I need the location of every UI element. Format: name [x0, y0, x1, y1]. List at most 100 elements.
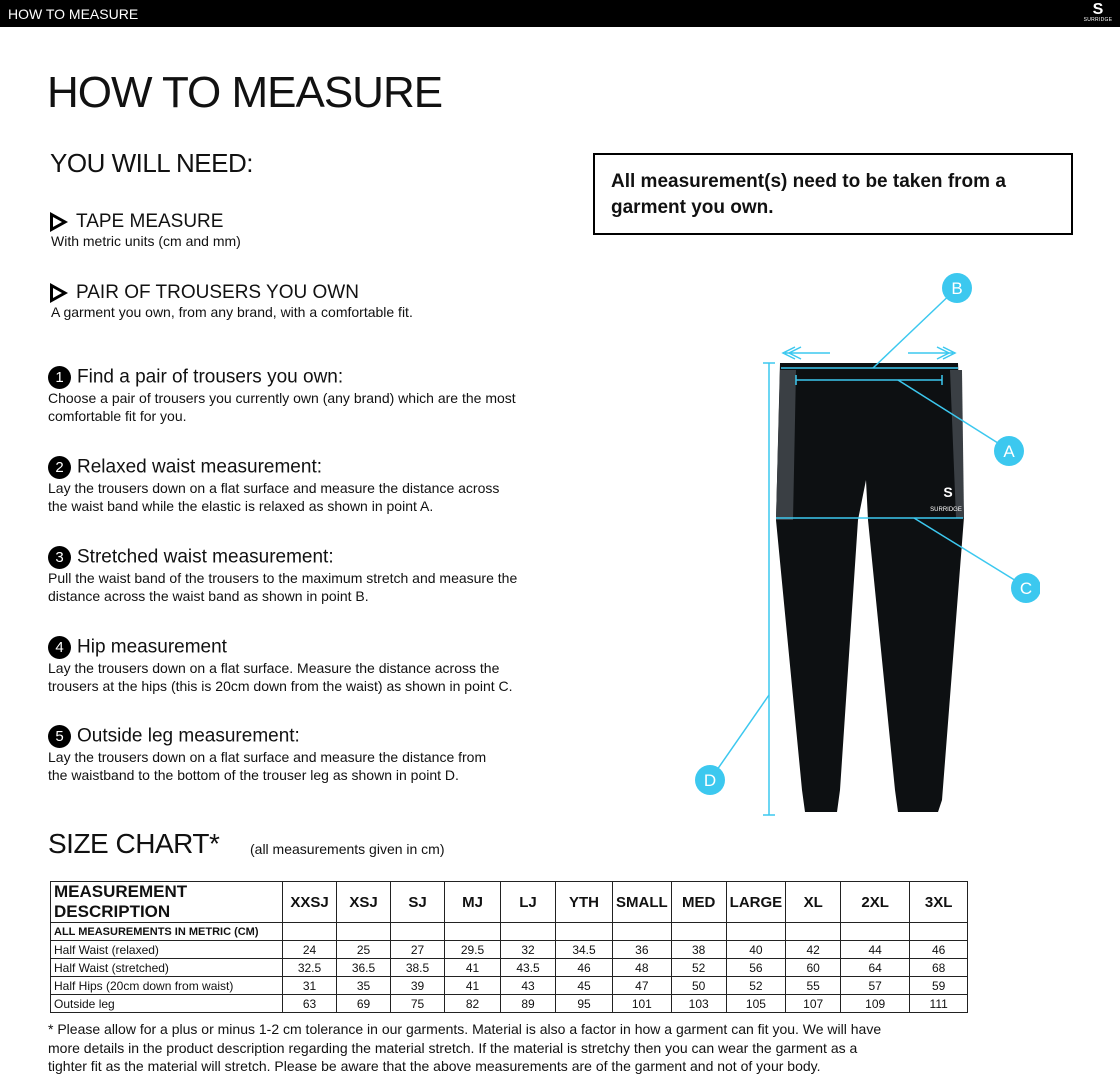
table-cell: 38 [670, 940, 727, 959]
column-header-size: YTH [555, 881, 613, 923]
step-description: the waistband to the bottom of the trous… [48, 767, 459, 783]
step-1: 1 Find a pair of trousers you own: Choose … [48, 366, 548, 425]
table-cell: 95 [555, 994, 613, 1013]
step-number-badge: 4 [48, 636, 71, 659]
table-cell: 24 [282, 940, 337, 959]
step-description: Lay the trousers down on a flat surface.… [48, 660, 500, 676]
table-cell: 111 [909, 994, 969, 1013]
column-header-size: 2XL [840, 881, 911, 923]
column-header-size: MJ [444, 881, 501, 923]
table-cell: 60 [785, 958, 842, 977]
label-a-marker [994, 436, 1024, 466]
step-2: 2 Relaxed waist measurement: Lay the trous… [48, 456, 548, 515]
need-item-subtitle: A garment you own, from any brand, with … [51, 304, 413, 320]
table-cell [444, 922, 501, 941]
table-cell: 56 [725, 958, 787, 977]
step-description: Pull the waist band of the trousers to t… [48, 570, 518, 586]
column-header-size: SJ [390, 881, 445, 923]
column-header-size: XSJ [336, 881, 391, 923]
table-cell: 57 [840, 976, 911, 995]
surridge-logo: S SURRIDGE [1083, 1, 1113, 24]
step-title: Outside leg measurement: [77, 725, 300, 747]
table-cell: 41 [444, 976, 501, 995]
step-description: Choose a pair of trousers you currently … [48, 390, 516, 406]
table-cell [390, 922, 445, 941]
step-number-badge: 2 [48, 456, 71, 479]
size-chart-heading: SIZE CHART* [48, 828, 220, 859]
top-bar: HOW TO MEASURE S SURRIDGE [0, 0, 1120, 27]
table-row: Half Hips (20cm down from waist) 31 35 39 41… [50, 976, 969, 995]
table-cell: 38.5 [390, 958, 445, 977]
table-cell: 101 [612, 994, 672, 1013]
column-header-size: LARGE [725, 881, 787, 923]
step-description: Lay the trousers down on a flat surface … [48, 749, 487, 765]
step-number-badge: 3 [48, 546, 71, 569]
table-cell: 36 [612, 940, 672, 959]
table-cell: 29.5 [444, 940, 501, 959]
table-cell: 39 [390, 976, 445, 995]
row-label: Half Waist (relaxed) [50, 940, 283, 959]
row-label: Half Hips (20cm down from waist) [50, 976, 283, 995]
table-cell: 36.5 [336, 958, 391, 977]
step-description: comfortable fit for you. [48, 408, 187, 424]
step-number-badge: 1 [48, 366, 71, 389]
table-cell: 63 [282, 994, 337, 1013]
table-cell [500, 922, 556, 941]
trousers-image: S SURRIDGE [776, 363, 964, 812]
step-4: 4 Hip measurement Lay the trousers down on… [48, 636, 548, 695]
label-c: C [1020, 579, 1032, 598]
table-row: Half Waist (relaxed) 24 25 27 29.5 32 34.5 36 38… [50, 940, 969, 959]
row-label: ALL MEASUREMENTS IN METRIC (CM) [50, 922, 283, 941]
label-b-marker [942, 273, 972, 303]
step-5: 5 Outside leg measurement: Lay the trouser… [48, 725, 548, 784]
table-cell [336, 922, 391, 941]
need-item: PAIR OF TROUSERS YOU OWN A garment you o… [50, 282, 413, 320]
you-will-need-heading: YOU WILL NEED: [50, 148, 253, 178]
table-cell: 44 [840, 940, 911, 959]
need-item-title: TAPE MEASURE [76, 211, 224, 232]
table-cell [785, 922, 842, 941]
table-cell: 50 [670, 976, 727, 995]
table-cell: 46 [555, 958, 613, 977]
play-triangle-icon [50, 211, 68, 232]
trousers-diagram: S SURRIDGE B A C D [695, 273, 1040, 816]
step-title: Find a pair of trousers you own: [77, 366, 344, 388]
table-cell: 68 [909, 958, 969, 977]
column-header-size: XL [785, 881, 842, 923]
table-cell: 109 [840, 994, 911, 1013]
footnote-line: * Please allow for a plus or minus 1-2 c… [48, 1021, 882, 1037]
step-title: Relaxed waist measurement: [77, 456, 322, 478]
table-cell: 107 [785, 994, 842, 1013]
label-b: B [951, 279, 962, 298]
need-item: TAPE MEASURE With metric units (cm and m… [50, 211, 241, 249]
table-cell: 40 [725, 940, 787, 959]
table-cell: 64 [840, 958, 911, 977]
step-description: distance across the waist band as shown … [48, 588, 369, 604]
step-description: the waist band while the elastic is rela… [48, 498, 434, 514]
table-row: Outside leg 63 69 75 82 89 95 101 103 105 107 109 11… [50, 994, 969, 1013]
table-cell: 43 [500, 976, 556, 995]
table-row: Half Waist (stretched) 32.5 36.5 38.5 41 43.5… [50, 958, 969, 977]
footnote: * Please allow for a plus or minus 1-2 c… [48, 1020, 898, 1076]
table-cell [282, 922, 337, 941]
svg-text:SURRIDGE: SURRIDGE [930, 507, 962, 513]
table-row: ALL MEASUREMENTS IN METRIC (CM) [50, 922, 969, 941]
label-d-marker [695, 765, 725, 795]
label-d: D [704, 771, 716, 790]
size-chart-note: (all measurements given in cm) [250, 841, 445, 857]
table-cell: 43.5 [500, 958, 556, 977]
table-cell: 55 [785, 976, 842, 995]
header-title: HOW TO MEASURE [8, 6, 139, 22]
table-cell: 69 [336, 994, 391, 1013]
table-cell: 35 [336, 976, 391, 995]
step-description: Lay the trousers down on a flat surface … [48, 480, 500, 496]
table-cell: 59 [909, 976, 969, 995]
footnote-line: more details in the product description … [48, 1039, 858, 1056]
table-cell [909, 922, 969, 941]
table-cell [670, 922, 727, 941]
step-3: 3 Stretched waist measurement: Pull the wa… [48, 546, 548, 605]
table-cell: 34.5 [555, 940, 613, 959]
step-title: Stretched waist measurement: [77, 546, 334, 568]
page-title: HOW TO MEASURE [47, 68, 443, 117]
table-cell: 45 [555, 976, 613, 995]
